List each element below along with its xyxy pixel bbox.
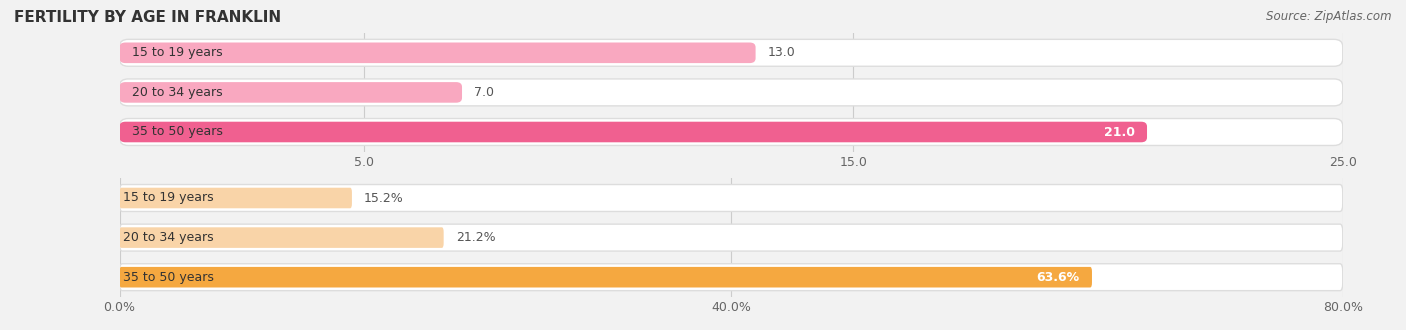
Text: 21.0: 21.0 [1104, 125, 1135, 139]
Text: FERTILITY BY AGE IN FRANKLIN: FERTILITY BY AGE IN FRANKLIN [14, 10, 281, 25]
FancyBboxPatch shape [120, 264, 1343, 291]
Text: 63.6%: 63.6% [1036, 271, 1080, 284]
Text: 20 to 34 years: 20 to 34 years [124, 231, 214, 244]
Text: 15 to 19 years: 15 to 19 years [124, 191, 214, 205]
Text: 35 to 50 years: 35 to 50 years [124, 271, 214, 284]
Text: 7.0: 7.0 [474, 86, 495, 99]
Text: 21.2%: 21.2% [456, 231, 495, 244]
Text: 15.2%: 15.2% [364, 191, 404, 205]
Text: 15 to 19 years: 15 to 19 years [132, 46, 222, 59]
Text: 35 to 50 years: 35 to 50 years [132, 125, 222, 139]
FancyBboxPatch shape [120, 188, 352, 208]
FancyBboxPatch shape [120, 227, 444, 248]
Text: 20 to 34 years: 20 to 34 years [132, 86, 222, 99]
FancyBboxPatch shape [120, 122, 1147, 142]
FancyBboxPatch shape [120, 267, 1092, 287]
FancyBboxPatch shape [120, 39, 1343, 66]
Text: Source: ZipAtlas.com: Source: ZipAtlas.com [1267, 10, 1392, 23]
FancyBboxPatch shape [120, 118, 1343, 146]
FancyBboxPatch shape [120, 184, 1343, 212]
FancyBboxPatch shape [120, 79, 1343, 106]
FancyBboxPatch shape [120, 82, 463, 103]
Text: 13.0: 13.0 [768, 46, 796, 59]
FancyBboxPatch shape [120, 43, 755, 63]
FancyBboxPatch shape [120, 224, 1343, 251]
